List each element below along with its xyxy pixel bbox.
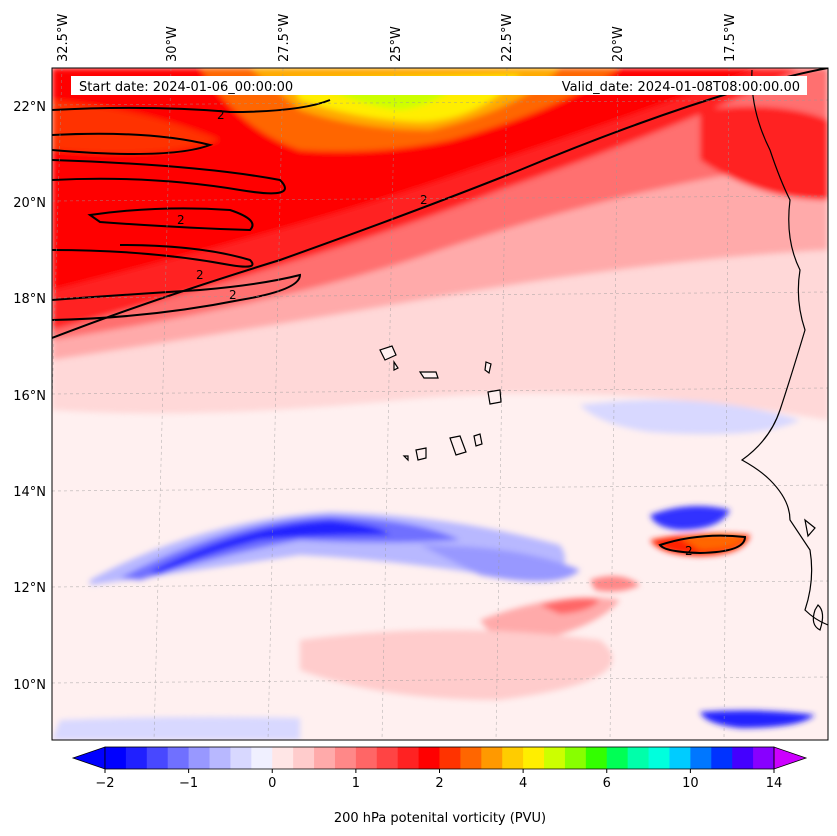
contour-label: 2 bbox=[685, 544, 693, 558]
contour-line bbox=[658, 534, 747, 555]
island-sal bbox=[484, 361, 492, 375]
colorbar-segment bbox=[397, 747, 420, 769]
longitude-labels: 32.5°W 30°W 27.5°W 25°W 22.5°W 20°W 17.5… bbox=[56, 14, 738, 62]
lon-label: 17.5°W bbox=[723, 14, 738, 62]
colorbar-segment bbox=[544, 747, 566, 769]
contour-label: 2 bbox=[217, 108, 225, 122]
colorbar-segment bbox=[272, 747, 294, 769]
lat-label: 22°N bbox=[13, 100, 46, 115]
colorbar-tick-label: 2 bbox=[435, 776, 443, 791]
island-maio bbox=[473, 433, 483, 447]
colorbar-segment bbox=[334, 747, 357, 769]
island-boa-vista bbox=[487, 389, 502, 405]
colorbar-segment bbox=[230, 747, 252, 769]
lat-label: 12°N bbox=[13, 581, 46, 596]
colorbar-segment bbox=[314, 747, 336, 769]
colorbar-segment bbox=[188, 747, 211, 769]
colorbar-segments bbox=[105, 747, 775, 769]
colorbar-tick-label: −1 bbox=[179, 776, 198, 791]
graticule bbox=[52, 68, 828, 740]
colorbar-tick-label: −2 bbox=[95, 776, 114, 791]
colorbar-ticks: −2 −1 0 1 2 4 6 10 14 bbox=[95, 769, 782, 791]
colorbar-segment bbox=[564, 747, 587, 769]
colorbar-tick-label: 4 bbox=[519, 776, 527, 791]
contour-line bbox=[87, 207, 254, 232]
lon-label: 25°W bbox=[389, 26, 404, 62]
contour-label: 2 bbox=[196, 268, 204, 282]
bijagos-islands bbox=[812, 604, 824, 631]
map-frame bbox=[51, 67, 829, 741]
latitude-labels: 22°N 20°N 18°N 16°N 14°N 12°N 10°N bbox=[13, 100, 46, 693]
colorbar-segment bbox=[293, 747, 315, 769]
contour-line bbox=[52, 159, 286, 195]
colorbar-segment bbox=[627, 747, 650, 769]
africa-coast bbox=[740, 69, 828, 626]
colorbar-segment bbox=[648, 747, 670, 769]
colorbar-under-arrow bbox=[71, 746, 106, 770]
contour-line bbox=[52, 273, 302, 321]
colorbar-segment bbox=[753, 747, 775, 769]
colorbar-segment bbox=[732, 747, 754, 769]
lat-label: 16°N bbox=[13, 389, 46, 404]
lat-label: 10°N bbox=[13, 678, 46, 693]
colorbar-segment bbox=[606, 747, 629, 769]
island-santiago bbox=[449, 435, 467, 456]
colorbar-segment bbox=[376, 747, 399, 769]
island-sao-vicente bbox=[393, 360, 399, 371]
contour-line bbox=[52, 244, 254, 268]
colorbar-over-arrow bbox=[773, 746, 808, 770]
lat-label: 18°N bbox=[13, 292, 46, 307]
colorbar-title: 200 hPa potenital vorticity (PVU) bbox=[334, 811, 546, 826]
colorbar-segment bbox=[146, 747, 169, 769]
colorbar-segment bbox=[481, 747, 503, 769]
colorbar-segment bbox=[251, 747, 273, 769]
contour-label: 2 bbox=[420, 193, 428, 207]
lon-label: 27.5°W bbox=[277, 14, 292, 62]
colorbar-tick-label: 0 bbox=[268, 776, 276, 791]
colorbar-tick-label: 1 bbox=[352, 776, 360, 791]
colorbar-segment bbox=[418, 747, 440, 769]
colorbar-segment bbox=[669, 747, 691, 769]
colorbar-segment bbox=[523, 747, 545, 769]
colorbar-segment bbox=[711, 747, 733, 769]
colorbar-segment bbox=[167, 747, 190, 769]
contour-label: 2 bbox=[229, 288, 237, 302]
lon-label: 22.5°W bbox=[500, 14, 515, 62]
island-santo-antao bbox=[379, 345, 397, 361]
colorbar-segment bbox=[355, 747, 378, 769]
lon-label: 32.5°W bbox=[56, 14, 71, 62]
coast-detail bbox=[804, 518, 816, 538]
start-date-text: Start date: 2024-01-06_00:00:00 bbox=[79, 80, 293, 95]
colorbar-segment bbox=[690, 747, 712, 769]
colorbar-segment bbox=[502, 747, 524, 769]
colorbar-segment bbox=[460, 747, 482, 769]
contour-line bbox=[52, 99, 331, 114]
island-brava bbox=[402, 455, 409, 462]
coastline bbox=[740, 69, 828, 631]
valid-date-text: Valid_date: 2024-01-08T08:00:00.00 bbox=[562, 80, 800, 95]
colorbar-tick-label: 10 bbox=[682, 776, 699, 791]
lon-label: 20°W bbox=[611, 26, 626, 62]
date-banner bbox=[71, 76, 807, 95]
island-sao-nicolau bbox=[418, 371, 439, 379]
colorbar: −2 −1 0 1 2 4 6 10 14 200 hPa potenital vorticit… bbox=[71, 746, 808, 826]
cape-verde-islands bbox=[379, 345, 502, 462]
colorbar-segment bbox=[125, 747, 148, 769]
pv-field bbox=[52, 68, 828, 740]
colorbar-tick-label: 14 bbox=[766, 776, 783, 791]
island-fogo bbox=[415, 447, 427, 461]
colorbar-segment bbox=[439, 747, 461, 769]
colorbar-segment bbox=[209, 747, 231, 769]
contour-label: 2 bbox=[177, 213, 185, 227]
lat-label: 20°N bbox=[13, 196, 46, 211]
contour-labels: 2 2 2 2 2 2 bbox=[177, 108, 693, 558]
colorbar-tick-label: 6 bbox=[603, 776, 611, 791]
map-area: 2 2 2 2 2 2 bbox=[52, 68, 828, 740]
lon-label: 30°W bbox=[165, 26, 180, 62]
contour-line bbox=[52, 132, 214, 155]
lat-label: 14°N bbox=[13, 485, 46, 500]
colorbar-segment bbox=[105, 747, 127, 769]
colorbar-segment bbox=[585, 747, 608, 769]
